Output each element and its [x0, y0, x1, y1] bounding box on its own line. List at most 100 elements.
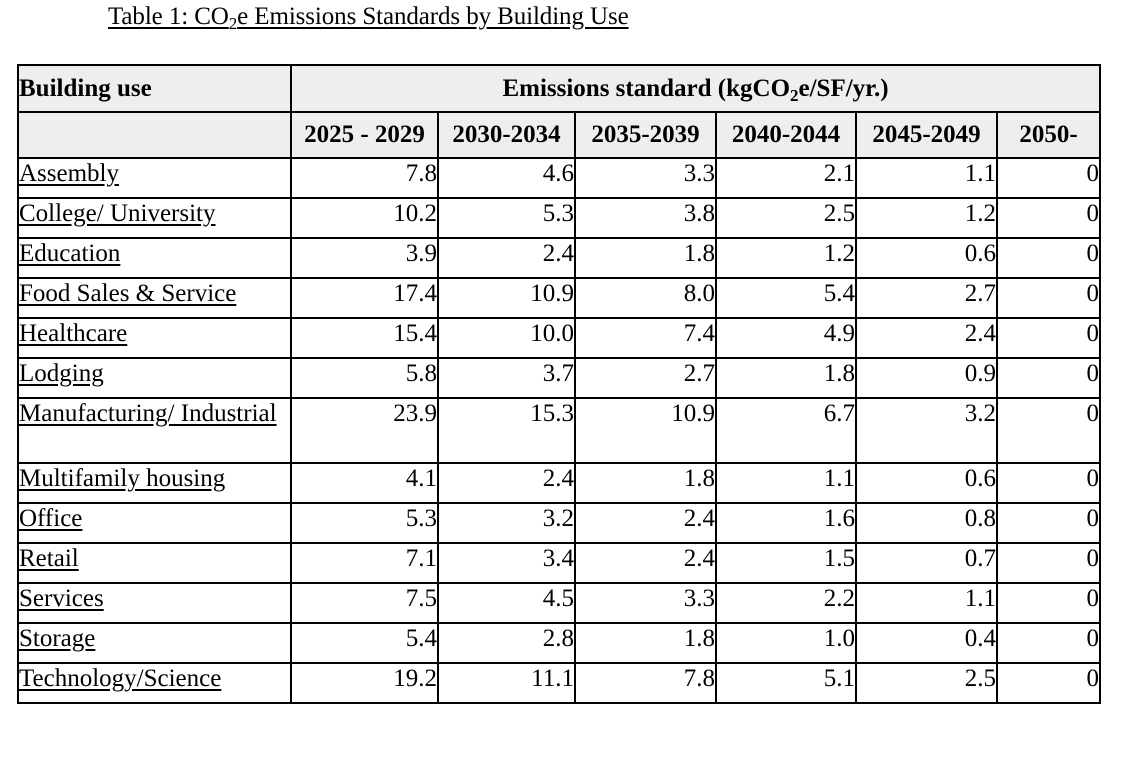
- value-cell: 19.2: [290, 662, 439, 704]
- value-cell: 0.6: [855, 462, 998, 504]
- value-cell: 0: [996, 542, 1101, 584]
- building-use-link[interactable]: Lodging: [19, 360, 104, 387]
- building-use-cell: Assembly: [17, 157, 292, 199]
- table-row: Manufacturing/ Industrial 23.9 15.3 10.9…: [17, 397, 1101, 464]
- table-row: Storage 5.4 2.8 1.8 1.0 0.4 0: [17, 622, 1101, 664]
- period-header: 2035-2039: [574, 111, 717, 159]
- building-use-link[interactable]: Services: [19, 585, 104, 612]
- value-cell: 7.8: [574, 662, 717, 704]
- value-cell: 2.1: [715, 157, 857, 199]
- building-use-cell: Services: [17, 582, 292, 624]
- value-cell: 10.0: [437, 317, 576, 359]
- value-cell: 15.4: [290, 317, 439, 359]
- value-cell: 1.6: [715, 502, 857, 544]
- value-cell: 2.8: [437, 622, 576, 664]
- value-cell: 1.1: [855, 582, 998, 624]
- value-cell: 7.4: [574, 317, 717, 359]
- value-cell: 5.4: [290, 622, 439, 664]
- value-cell: 0: [996, 317, 1101, 359]
- table-row: Lodging 5.8 3.7 2.7 1.8 0.9 0: [17, 357, 1101, 399]
- table-row: Food Sales & Service 17.4 10.9 8.0 5.4 2…: [17, 277, 1101, 319]
- value-cell: 2.2: [715, 582, 857, 624]
- building-use-header: Building use: [17, 64, 292, 113]
- value-cell: 11.1: [437, 662, 576, 704]
- value-cell: 1.1: [715, 462, 857, 504]
- period-header: 2045-2049: [855, 111, 998, 159]
- value-cell: 0: [996, 582, 1101, 624]
- building-use-link[interactable]: Multifamily housing: [19, 465, 226, 492]
- value-cell: 2.4: [855, 317, 998, 359]
- building-use-link[interactable]: Food Sales & Service: [19, 280, 237, 307]
- building-use-link[interactable]: Technology/Science: [19, 665, 222, 692]
- table-row: Assembly 7.8 4.6 3.3 2.1 1.1 0: [17, 157, 1101, 199]
- period-header: 2050-: [996, 111, 1101, 159]
- value-cell: 3.4: [437, 542, 576, 584]
- blank-header-cell: [17, 111, 292, 159]
- header-row-periods: 2025 - 2029 2030-2034 2035-2039 2040-204…: [17, 111, 1101, 159]
- value-cell: 1.8: [574, 237, 717, 279]
- value-cell: 2.5: [855, 662, 998, 704]
- caption-prefix: Table 1: CO: [108, 3, 229, 30]
- building-use-cell: Food Sales & Service: [17, 277, 292, 319]
- value-cell: 3.8: [574, 197, 717, 239]
- value-cell: 4.9: [715, 317, 857, 359]
- building-use-link[interactable]: Assembly: [19, 160, 119, 187]
- building-use-cell: Office: [17, 502, 292, 544]
- value-cell: 0.6: [855, 237, 998, 279]
- value-cell: 7.5: [290, 582, 439, 624]
- table-row: Education 3.9 2.4 1.8 1.2 0.6 0: [17, 237, 1101, 279]
- value-cell: 1.2: [715, 237, 857, 279]
- value-cell: 2.7: [574, 357, 717, 399]
- value-cell: 5.8: [290, 357, 439, 399]
- value-cell: 5.4: [715, 277, 857, 319]
- building-use-cell: Lodging: [17, 357, 292, 399]
- value-cell: 1.1: [855, 157, 998, 199]
- value-cell: 10.9: [574, 397, 717, 464]
- building-use-cell: Retail: [17, 542, 292, 584]
- value-cell: 4.6: [437, 157, 576, 199]
- value-cell: 1.0: [715, 622, 857, 664]
- value-cell: 0: [996, 197, 1101, 239]
- building-use-link[interactable]: Healthcare: [19, 320, 128, 347]
- table-row: Multifamily housing 4.1 2.4 1.8 1.1 0.6 …: [17, 462, 1101, 504]
- value-cell: 3.2: [855, 397, 998, 464]
- value-cell: 10.2: [290, 197, 439, 239]
- value-cell: 2.4: [437, 462, 576, 504]
- value-cell: 10.9: [437, 277, 576, 319]
- value-cell: 5.3: [437, 197, 576, 239]
- value-cell: 0.7: [855, 542, 998, 584]
- building-use-link[interactable]: Manufacturing/ Industrial: [19, 400, 277, 427]
- building-use-cell: Multifamily housing: [17, 462, 292, 504]
- building-use-cell: Storage: [17, 622, 292, 664]
- value-cell: 17.4: [290, 277, 439, 319]
- period-header: 2040-2044: [715, 111, 857, 159]
- value-cell: 0: [996, 622, 1101, 664]
- value-cell: 0: [996, 502, 1101, 544]
- value-cell: 15.3: [437, 397, 576, 464]
- value-cell: 0.9: [855, 357, 998, 399]
- table-row: Healthcare 15.4 10.0 7.4 4.9 2.4 0: [17, 317, 1101, 359]
- caption-suffix: e Emissions Standards by Building Use: [237, 3, 629, 30]
- building-use-link[interactable]: Retail: [19, 545, 79, 572]
- building-use-link[interactable]: Office: [19, 505, 83, 532]
- building-use-cell: College/ University: [17, 197, 292, 239]
- period-header: 2030-2034: [437, 111, 576, 159]
- value-cell: 0: [996, 237, 1101, 279]
- value-cell: 2.4: [574, 502, 717, 544]
- table-row: College/ University 10.2 5.3 3.8 2.5 1.2…: [17, 197, 1101, 239]
- value-cell: 2.7: [855, 277, 998, 319]
- table-row: Technology/Science 19.2 11.1 7.8 5.1 2.5…: [17, 662, 1101, 704]
- building-use-cell: Education: [17, 237, 292, 279]
- emissions-standard-header: Emissions standard (kgCO2e/SF/yr.): [290, 64, 1101, 113]
- building-use-link[interactable]: Education: [19, 240, 121, 267]
- table-row: Retail 7.1 3.4 2.4 1.5 0.7 0: [17, 542, 1101, 584]
- value-cell: 0.8: [855, 502, 998, 544]
- value-cell: 3.2: [437, 502, 576, 544]
- building-use-link[interactable]: College/ University: [19, 200, 216, 227]
- building-use-cell: Manufacturing/ Industrial: [17, 397, 292, 464]
- building-use-link[interactable]: Storage: [19, 625, 96, 652]
- value-cell: 0: [996, 157, 1101, 199]
- value-cell: 0.4: [855, 622, 998, 664]
- building-use-cell: Healthcare: [17, 317, 292, 359]
- value-cell: 3.9: [290, 237, 439, 279]
